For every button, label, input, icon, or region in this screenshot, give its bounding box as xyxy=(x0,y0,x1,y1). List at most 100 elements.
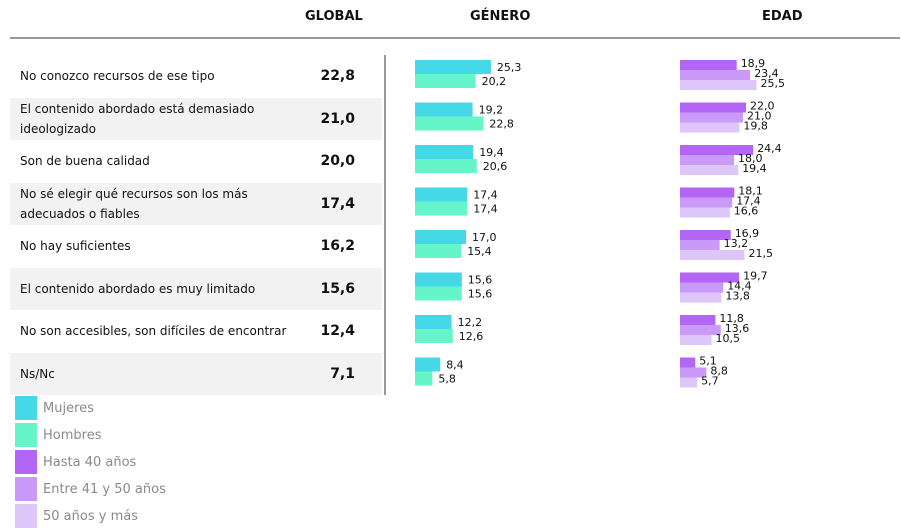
age-bar xyxy=(680,207,730,218)
column-header: GLOBAL xyxy=(305,9,363,24)
gender-bar xyxy=(415,329,453,343)
age-bar xyxy=(680,250,745,260)
data-label: 8,4 xyxy=(446,359,464,372)
global-value: 16,2 xyxy=(320,238,355,255)
legend-label: Hombres xyxy=(43,427,102,443)
data-label: 24,4 xyxy=(757,142,782,155)
legend-label: Entre 41 y 50 años xyxy=(43,481,166,497)
category-label: No hay suficientes xyxy=(20,239,131,254)
data-label: 10,5 xyxy=(716,332,741,345)
data-label: 19,4 xyxy=(479,146,504,159)
data-label: 16,9 xyxy=(735,227,760,240)
data-label: 13,8 xyxy=(725,290,750,303)
legend-label: Hasta 40 años xyxy=(43,454,137,470)
global-value: 15,6 xyxy=(320,280,355,297)
data-label: 19,8 xyxy=(743,120,768,133)
row-shade xyxy=(10,182,382,225)
age-bar xyxy=(680,335,712,345)
data-label: 19,2 xyxy=(479,104,504,117)
data-label: 8,8 xyxy=(710,365,728,378)
age-bar xyxy=(680,292,722,303)
age-bar xyxy=(680,367,707,378)
data-label: 17,4 xyxy=(473,203,498,216)
gender-bar xyxy=(415,244,462,258)
data-label: 22,8 xyxy=(489,118,514,131)
data-label: 18,0 xyxy=(738,152,763,165)
global-value: 7,1 xyxy=(330,365,355,382)
data-label: 18,1 xyxy=(738,185,763,198)
age-bar xyxy=(680,80,757,90)
data-label: 12,6 xyxy=(459,330,484,343)
data-label: 15,4 xyxy=(467,245,492,258)
column-header: GÉNERO xyxy=(470,9,531,24)
data-label: 25,3 xyxy=(497,61,522,74)
gender-bar xyxy=(415,102,473,117)
legend-swatch xyxy=(15,396,37,420)
data-label: 5,8 xyxy=(438,373,456,386)
age-bar xyxy=(680,165,739,175)
age-bar xyxy=(680,325,721,335)
row-shade xyxy=(10,352,382,395)
category-label: No sé elegir qué recursos son los más ad… xyxy=(20,186,248,221)
global-value: 17,4 xyxy=(320,195,355,212)
global-value: 20,0 xyxy=(320,153,355,170)
data-label: 18,9 xyxy=(741,57,766,70)
row-shade xyxy=(10,267,382,310)
category-label: No conozco recursos de ese tipo xyxy=(20,69,215,84)
gender-bar xyxy=(415,272,462,287)
data-label: 17,4 xyxy=(473,189,498,202)
legend-item: Hasta 40 años xyxy=(15,450,136,474)
legend-label: Mujeres xyxy=(43,400,94,416)
legend-item: Mujeres xyxy=(15,396,94,420)
category-label: No son accesibles, son difíciles de enco… xyxy=(20,324,287,339)
age-bar xyxy=(680,282,724,293)
global-value: 22,8 xyxy=(320,68,355,85)
gender-bar xyxy=(415,145,474,159)
gender-bar xyxy=(415,315,452,329)
data-label: 21,5 xyxy=(749,247,774,260)
legend-swatch xyxy=(15,423,37,447)
gender-bar xyxy=(415,116,484,131)
row-shade xyxy=(10,97,382,140)
gender-bar xyxy=(415,357,441,372)
age-bar xyxy=(680,240,720,250)
global-value: 21,0 xyxy=(320,110,355,127)
gender-bar xyxy=(415,159,477,173)
data-label: 17,0 xyxy=(472,231,497,244)
gender-bar xyxy=(415,371,433,386)
legend-item: 50 años y más xyxy=(15,504,138,528)
age-bar xyxy=(680,145,754,155)
age-bar xyxy=(680,272,740,283)
data-label: 15,6 xyxy=(468,288,493,301)
category-label: El contenido abordado es muy limitado xyxy=(20,281,256,296)
category-label: Ns/Nc xyxy=(20,366,55,381)
data-label: 16,6 xyxy=(734,205,759,218)
legend-swatch xyxy=(15,504,37,528)
data-label: 25,5 xyxy=(761,77,786,90)
data-label: 20,6 xyxy=(483,160,508,173)
legend-label: 50 años y más xyxy=(43,508,138,524)
gender-bar xyxy=(415,230,466,244)
data-label: 15,6 xyxy=(468,274,493,287)
age-bar xyxy=(680,315,716,325)
data-label: 5,7 xyxy=(701,375,719,388)
age-bar xyxy=(680,112,743,123)
gender-bar xyxy=(415,187,468,202)
category-label: El contenido abordado está demasiado ide… xyxy=(20,101,255,136)
gender-bar xyxy=(415,286,462,301)
data-label: 23,4 xyxy=(754,67,779,80)
data-label: 21,0 xyxy=(747,110,772,123)
data-label: 5,1 xyxy=(699,355,717,368)
age-bar xyxy=(680,230,731,240)
data-label: 11,8 xyxy=(719,312,744,325)
legend-item: Hombres xyxy=(15,423,101,447)
column-header: EDAD xyxy=(762,9,803,24)
age-bar xyxy=(680,102,746,113)
gender-bar xyxy=(415,60,491,74)
data-label: 14,4 xyxy=(727,280,752,293)
legend-item: Entre 41 y 50 años xyxy=(15,477,166,501)
age-bar xyxy=(680,60,737,70)
age-bar xyxy=(680,377,698,388)
